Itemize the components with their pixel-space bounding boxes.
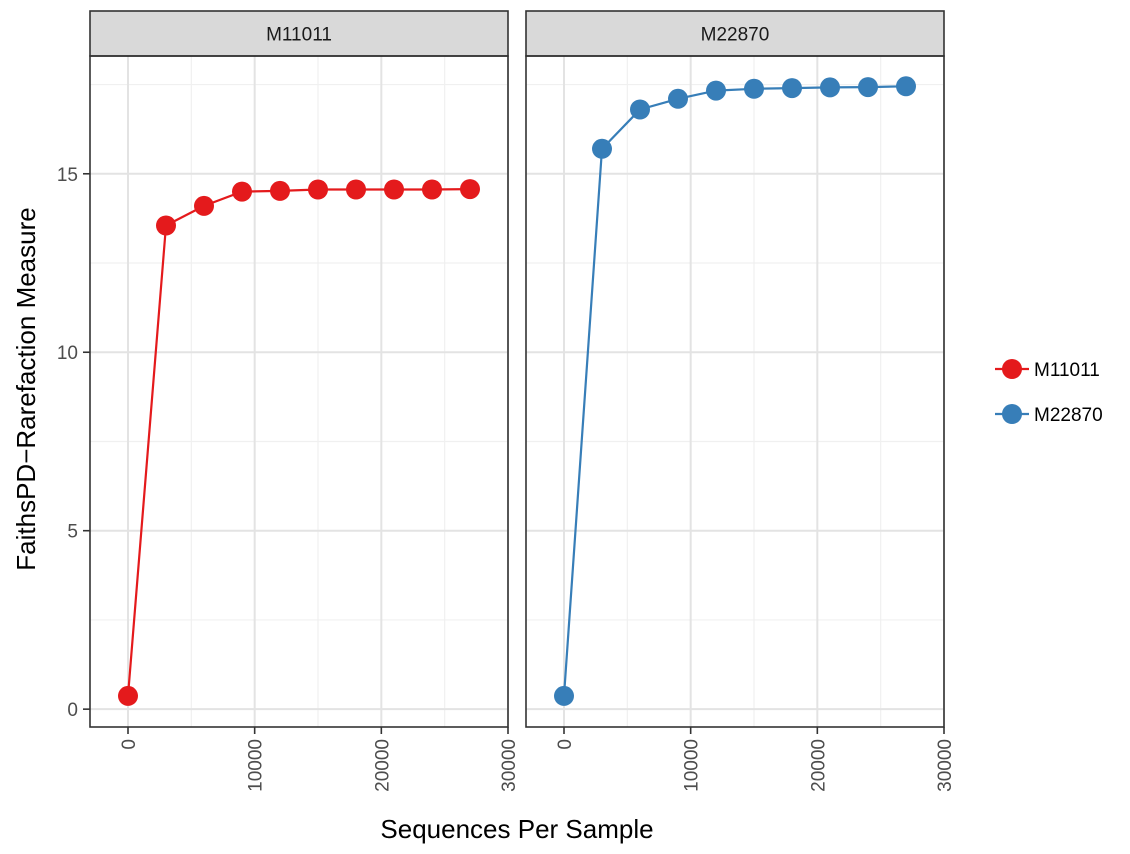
data-point xyxy=(706,80,726,101)
data-point xyxy=(668,88,688,109)
panel-border xyxy=(525,55,945,728)
data-point xyxy=(630,99,650,120)
facet-strip xyxy=(89,10,509,57)
data-point xyxy=(782,78,802,99)
data-point xyxy=(118,685,138,706)
data-point xyxy=(592,138,612,159)
data-point xyxy=(820,77,840,98)
x-tick-label: 20000 xyxy=(372,739,393,792)
y-tick-label: 10 xyxy=(57,343,78,364)
panel-background xyxy=(90,56,508,727)
x-tick-label: 10000 xyxy=(682,739,703,792)
facet-strip-label: M11011 xyxy=(266,25,332,46)
x-tick-label: 20000 xyxy=(808,739,829,792)
y-axis-title: FaithsPD−Rarefaction Measure xyxy=(11,207,41,570)
facet-panel-2: M22870 0 10000 20000 30000 xyxy=(525,10,956,792)
series-line-M22870 xyxy=(562,85,907,696)
y-tick-label: 5 xyxy=(67,522,78,543)
data-point xyxy=(346,179,366,200)
data-point xyxy=(156,215,176,236)
legend-label: M11011 xyxy=(1034,360,1100,381)
facet-panel-1: M11011 0 10000 20000 30000 xyxy=(89,10,520,792)
data-point xyxy=(422,179,442,200)
x-tick-label: 0 xyxy=(119,739,140,750)
panel-background xyxy=(526,56,944,727)
y-tick-label: 0 xyxy=(67,700,78,721)
data-point xyxy=(270,180,290,201)
y-tick-label: 15 xyxy=(57,165,78,186)
x-tick-label: 30000 xyxy=(935,739,956,792)
legend-key-point xyxy=(1002,359,1022,379)
y-axis: 0 5 10 15 xyxy=(57,165,90,721)
data-point xyxy=(308,179,328,200)
legend: M11011 M22870 xyxy=(995,359,1103,426)
data-point xyxy=(460,179,480,200)
panel-border xyxy=(89,55,509,728)
data-point xyxy=(858,77,878,98)
data-point xyxy=(554,685,574,706)
x-tick-label: 30000 xyxy=(499,739,520,792)
series-line-M11011 xyxy=(126,188,471,696)
data-point xyxy=(232,181,252,202)
data-point xyxy=(744,78,764,99)
data-point xyxy=(384,179,404,200)
x-tick-label: 10000 xyxy=(246,739,267,792)
facet-strip xyxy=(525,10,945,57)
x-tick-label: 0 xyxy=(555,739,576,750)
legend-label: M22870 xyxy=(1034,405,1103,426)
data-point xyxy=(194,195,214,216)
facet-strip-label: M22870 xyxy=(701,25,770,46)
x-axis-title: Sequences Per Sample xyxy=(380,814,653,844)
legend-key-point xyxy=(1002,404,1022,424)
data-point xyxy=(896,76,916,97)
